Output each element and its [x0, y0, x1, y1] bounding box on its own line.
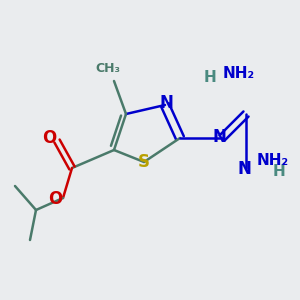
Text: H: H — [273, 164, 285, 178]
Text: O: O — [48, 190, 63, 208]
Text: N: N — [212, 128, 226, 146]
Text: CH₃: CH₃ — [95, 62, 121, 76]
Text: S: S — [138, 153, 150, 171]
Text: NH₂: NH₂ — [222, 66, 255, 81]
Text: N: N — [160, 94, 173, 112]
Text: H: H — [204, 70, 216, 86]
Text: O: O — [42, 129, 57, 147]
Text: NH₂: NH₂ — [257, 153, 289, 168]
Text: N: N — [238, 160, 251, 178]
